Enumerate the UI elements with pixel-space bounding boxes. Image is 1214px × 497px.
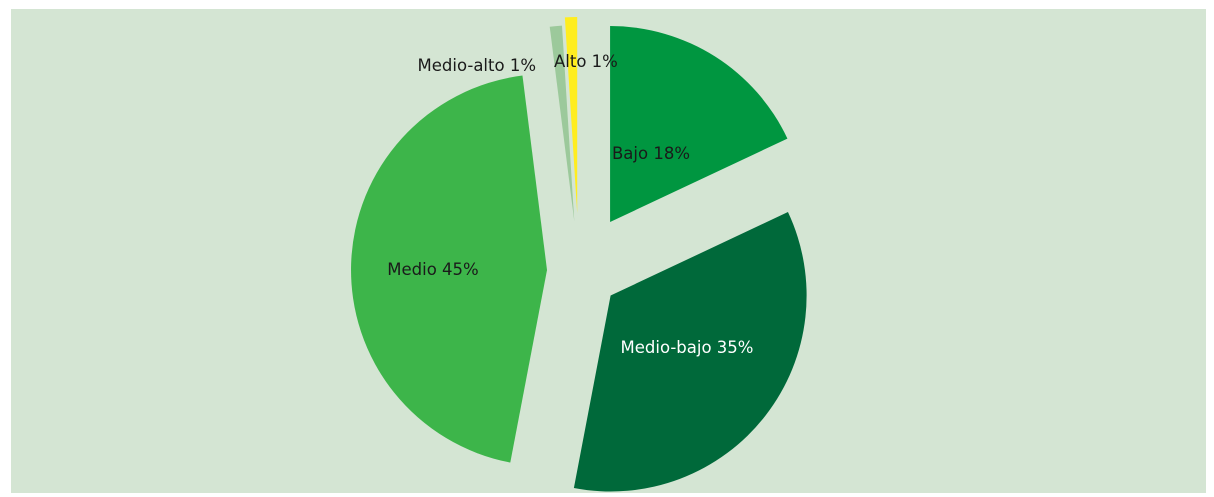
pie-slices	[351, 17, 807, 492]
slice-label-medio: Medio 45%	[387, 260, 478, 279]
pie-labels: Bajo 18% Medio-bajo 35% Medio 45% Medio-alt…	[387, 52, 753, 357]
pie-slice-medio-bajo	[573, 212, 807, 492]
pie-slice-medio	[351, 75, 548, 463]
slice-label-bajo: Bajo 18%	[612, 144, 690, 163]
pie-chart: Bajo 18% Medio-bajo 35% Medio 45% Medio-alt…	[351, 17, 807, 492]
pie-slice-bajo	[610, 26, 788, 223]
slice-label-medio-bajo: Medio-bajo 35%	[621, 338, 754, 357]
pie-slice-alto	[564, 17, 578, 214]
pie-slice-medio-alto	[549, 25, 575, 222]
slice-label-medio-alto: Medio-alto 1%	[418, 56, 536, 75]
slice-label-alto: Alto 1%	[554, 52, 618, 71]
chart-panel: Bajo 18% Medio-bajo 35% Medio 45% Medio-alt…	[11, 9, 1206, 493]
